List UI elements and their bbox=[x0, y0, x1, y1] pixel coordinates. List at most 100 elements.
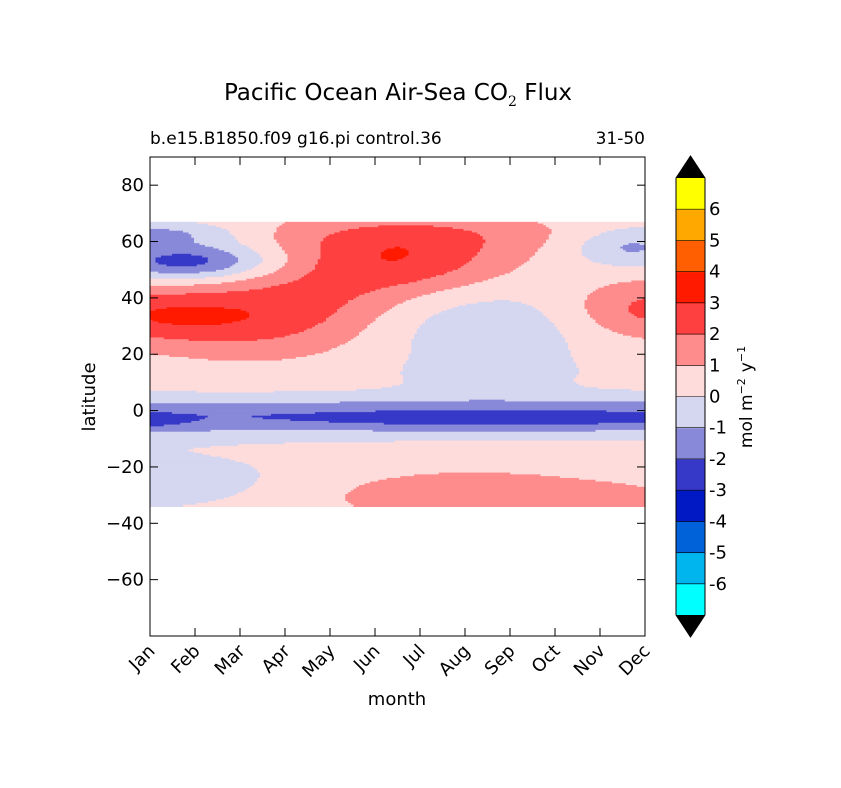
contour-cell bbox=[510, 271, 646, 274]
contour-cell bbox=[224, 307, 341, 310]
contour-cell bbox=[155, 257, 209, 260]
contour-cell bbox=[150, 330, 305, 333]
contour-cell bbox=[595, 321, 646, 324]
contour-cell bbox=[348, 340, 412, 344]
contour-cell bbox=[471, 257, 531, 260]
contour-cell bbox=[150, 447, 195, 451]
contour-cell bbox=[150, 271, 159, 274]
contour-cell bbox=[579, 369, 646, 372]
contour-cell bbox=[150, 502, 198, 506]
contour-cell bbox=[408, 355, 572, 358]
contour-cell bbox=[543, 243, 586, 246]
contour-cell bbox=[548, 237, 591, 241]
contour-cell bbox=[452, 227, 550, 230]
contour-cell bbox=[581, 248, 624, 251]
contour-cell bbox=[581, 246, 621, 250]
x-tick-label: Jul bbox=[399, 641, 430, 672]
contour-cell bbox=[535, 253, 583, 257]
contour-cell bbox=[328, 234, 481, 237]
contour-cell bbox=[150, 470, 258, 474]
contour-cell bbox=[150, 362, 407, 365]
contour-cell bbox=[587, 308, 630, 312]
contour-cell bbox=[568, 342, 646, 346]
contour-cell bbox=[639, 250, 646, 253]
contour-cell bbox=[287, 259, 319, 262]
contour-cell bbox=[356, 296, 418, 299]
contour-cell bbox=[150, 469, 258, 472]
contour-cell bbox=[150, 463, 250, 467]
contour-cell bbox=[169, 355, 308, 358]
contour-cell bbox=[150, 351, 324, 355]
x-tick-label: Aug bbox=[435, 641, 475, 681]
contour-cell bbox=[403, 378, 575, 381]
contour-cell bbox=[370, 323, 423, 326]
contour-cell bbox=[408, 358, 575, 362]
contour-cell bbox=[510, 472, 646, 475]
contour-cell bbox=[601, 324, 646, 328]
contour-cell bbox=[381, 252, 410, 255]
contour-cell bbox=[603, 326, 646, 330]
y-tick-label: −20 bbox=[106, 457, 144, 478]
contour-cell bbox=[612, 330, 646, 333]
contour-cell bbox=[359, 294, 423, 298]
contour-cell bbox=[249, 314, 333, 317]
contour-cell bbox=[460, 285, 605, 289]
contour-cell bbox=[150, 228, 170, 232]
contour-cell bbox=[411, 339, 566, 342]
contour-cell bbox=[590, 237, 646, 241]
contour-cell bbox=[463, 228, 553, 232]
contour-cell bbox=[546, 241, 586, 244]
contour-cell bbox=[150, 396, 646, 399]
contour-cell bbox=[546, 316, 591, 319]
contour-cell bbox=[207, 358, 283, 362]
x-tick-label: Mar bbox=[211, 640, 250, 679]
contour-cell bbox=[293, 280, 418, 283]
contour-cell bbox=[548, 319, 597, 323]
x-tick-label: Nov bbox=[570, 640, 610, 680]
contour-cell bbox=[576, 365, 646, 369]
contour-cell bbox=[249, 316, 330, 319]
contour-cell bbox=[356, 335, 415, 339]
contour-cell bbox=[573, 358, 646, 362]
contour-cell bbox=[191, 236, 236, 239]
contour-cell bbox=[452, 287, 599, 290]
contour-cell bbox=[345, 342, 412, 346]
contour-cell bbox=[482, 243, 544, 246]
contour-cell bbox=[254, 467, 646, 470]
contour-cell bbox=[290, 333, 360, 337]
contour-cell bbox=[317, 323, 371, 326]
contour-cell bbox=[331, 314, 382, 317]
contour-cell bbox=[150, 461, 245, 465]
contour-cell bbox=[218, 248, 253, 251]
contour-cell bbox=[546, 239, 588, 242]
contour-cell bbox=[238, 239, 278, 242]
colorbar-segment bbox=[676, 396, 705, 429]
contour-cell bbox=[276, 227, 360, 230]
contour-cell bbox=[260, 262, 286, 266]
contour-cell bbox=[150, 413, 198, 417]
contour-cell bbox=[532, 305, 586, 308]
contour-cell bbox=[207, 257, 239, 260]
contour-cell bbox=[150, 239, 195, 242]
contour-cell bbox=[150, 257, 157, 260]
contour-cell bbox=[202, 453, 646, 456]
contour-cell bbox=[150, 504, 184, 507]
contour-cell bbox=[466, 303, 528, 306]
contour-cell bbox=[504, 273, 646, 276]
contour-cell bbox=[315, 266, 462, 269]
contour-cell bbox=[207, 415, 253, 419]
contour-cell bbox=[150, 232, 190, 235]
contour-cell bbox=[405, 360, 575, 363]
contour-cell bbox=[155, 308, 242, 312]
contour-cell bbox=[196, 413, 272, 417]
contour-cell bbox=[235, 262, 261, 266]
contour-cell bbox=[598, 323, 646, 326]
contour-cell bbox=[152, 319, 242, 323]
contour-cell bbox=[350, 339, 412, 342]
contour-cell bbox=[590, 259, 646, 262]
contour-cell bbox=[477, 252, 536, 255]
contour-cell bbox=[425, 321, 553, 324]
contour-cell bbox=[381, 253, 410, 257]
contour-cell bbox=[317, 262, 467, 266]
contour-cell bbox=[185, 292, 366, 296]
